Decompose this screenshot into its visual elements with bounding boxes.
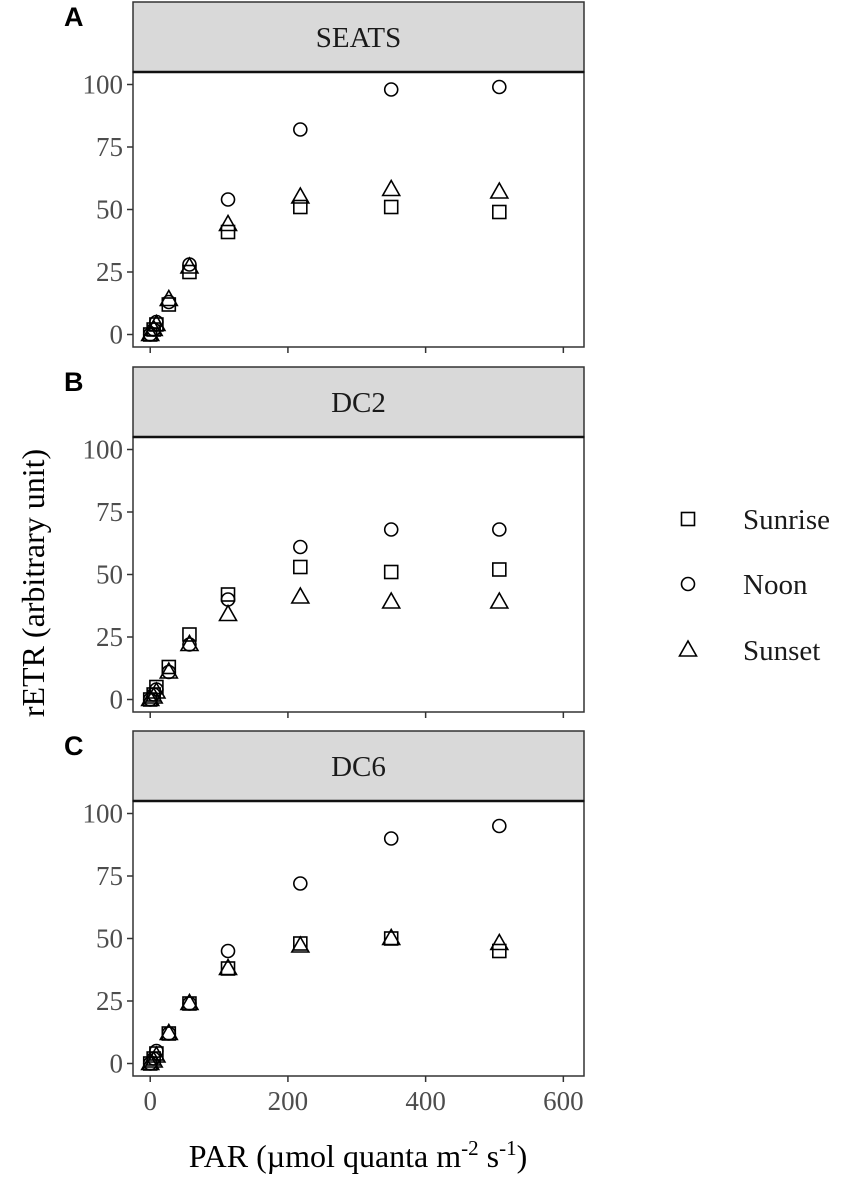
panel-b: DC2 B 0 25 50 75 100 — [64, 366, 585, 718]
point-sunset — [381, 178, 402, 197]
point-sunset — [381, 591, 402, 609]
legend-label-noon: Noon — [743, 569, 808, 601]
point-noon — [492, 79, 507, 95]
y-tick-label: 0 — [110, 320, 124, 350]
y-tick-label: 75 — [96, 861, 123, 891]
y-tick-label: 25 — [96, 257, 123, 287]
point-sunset — [158, 1022, 179, 1041]
point-sunrise — [182, 627, 197, 642]
x-axis-title-text: s — [479, 1138, 499, 1174]
y-tick-label: 75 — [96, 132, 123, 162]
point-noon — [492, 818, 507, 834]
point-sunset — [218, 213, 238, 232]
point-noon — [220, 192, 236, 207]
point-sunrise — [161, 659, 177, 675]
point-sunset — [489, 591, 510, 609]
x-tick-label: 0 — [143, 1086, 157, 1116]
y-tick-label: 100 — [83, 799, 124, 829]
y-tick-label: 0 — [110, 685, 124, 715]
x-tick-label: 200 — [268, 1086, 309, 1116]
point-sunrise — [492, 943, 507, 959]
point-sunset — [146, 681, 167, 699]
y-tick-label: 50 — [96, 195, 123, 225]
y-tick-label: 25 — [96, 986, 123, 1016]
y-tick-label: 100 — [83, 70, 124, 100]
y-tick-label: 50 — [96, 560, 123, 590]
y-tick-label: 75 — [96, 497, 123, 527]
panel-title: DC6 — [331, 751, 386, 783]
point-sunrise — [293, 559, 308, 575]
plot-area — [132, 71, 585, 348]
point-sunset — [179, 256, 200, 274]
plot-area — [132, 436, 585, 713]
panel-strip — [132, 730, 585, 802]
point-sunrise — [293, 199, 308, 215]
x-axis-title-exponent: -2 — [461, 1136, 479, 1160]
plot-area — [132, 800, 585, 1077]
legend-label-sunset: Sunset — [743, 635, 820, 667]
x-axis-title-text: PAR (µmol quanta m — [189, 1138, 461, 1174]
point-noon — [383, 82, 399, 97]
legend: Sunrise Noon Sunset — [678, 504, 830, 667]
point-sunset — [381, 927, 402, 946]
y-axis-title: rETR (arbitrary unit) — [15, 449, 51, 717]
point-sunset — [290, 186, 311, 204]
point-sunset — [146, 313, 167, 332]
legend-key-sunset — [678, 639, 698, 657]
y-tick-label: 25 — [96, 622, 123, 652]
point-sunrise — [383, 564, 399, 580]
x-axis-title-exponent: -1 — [499, 1136, 517, 1160]
panel-a: SEATS A 0 25 50 75 100 — [64, 1, 585, 353]
point-noon — [293, 122, 308, 137]
point-noon — [492, 522, 507, 537]
point-sunrise — [492, 204, 507, 220]
panel-c: DC6 C 0 25 50 75 100 0 200 400 600 — [64, 730, 585, 1116]
y-tick-label: 0 — [110, 1049, 124, 1079]
panel-title: DC2 — [331, 387, 386, 419]
point-noon — [383, 522, 399, 537]
point-sunrise — [220, 224, 236, 240]
y-tick-label: 50 — [96, 924, 123, 954]
panel-strip — [132, 366, 585, 438]
panel-title: SEATS — [316, 22, 401, 54]
point-sunset — [158, 661, 179, 679]
panel-tag: A — [64, 2, 84, 32]
point-sunset — [489, 932, 510, 951]
panel-tag: C — [64, 731, 84, 761]
point-noon — [293, 876, 308, 891]
point-sunrise — [383, 199, 399, 215]
panel-strip — [132, 1, 585, 73]
x-axis-title-text: ) — [517, 1138, 528, 1174]
legend-label-sunrise: Sunrise — [743, 504, 830, 536]
point-noon — [383, 831, 399, 846]
legend-key-sunrise — [680, 511, 696, 527]
x-axis-title: PAR (µmol quanta m-2 s-1) — [189, 1136, 527, 1174]
point-sunset — [179, 992, 200, 1011]
y-tick-label: 100 — [83, 435, 124, 465]
legend-key-noon — [680, 576, 696, 592]
point-sunset — [179, 633, 200, 652]
point-sunrise — [182, 264, 197, 280]
panel-tag: B — [64, 367, 84, 397]
point-sunset — [218, 957, 238, 976]
point-sunset — [146, 1045, 167, 1063]
point-sunset — [290, 935, 311, 953]
point-sunrise — [220, 587, 236, 602]
point-sunset — [290, 586, 311, 604]
point-noon — [220, 943, 236, 959]
point-sunrise — [492, 562, 507, 577]
point-sunset — [158, 288, 179, 307]
point-noon — [293, 539, 308, 555]
point-sunset — [489, 181, 510, 199]
x-tick-label: 600 — [543, 1086, 584, 1116]
x-tick-label: 400 — [405, 1086, 446, 1116]
point-sunset — [218, 603, 238, 622]
